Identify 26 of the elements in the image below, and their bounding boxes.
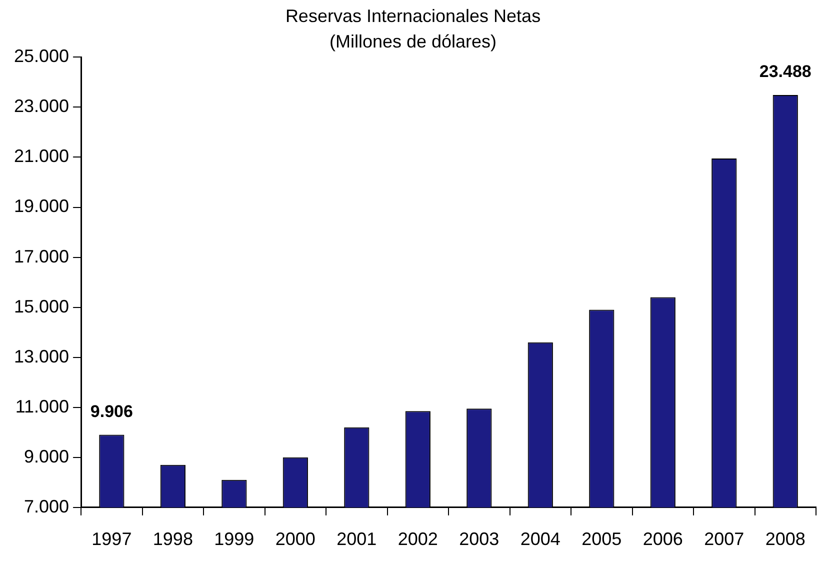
data-label: 9.906 — [90, 402, 133, 421]
x-tick-label: 2008 — [765, 529, 806, 550]
y-tick-label: 25.000 — [14, 46, 70, 66]
x-tick-label: 2003 — [459, 529, 500, 550]
y-tick-label: 17.000 — [14, 246, 70, 266]
data-label: 23.488 — [759, 62, 812, 82]
x-tick-label: 1997 — [92, 529, 132, 550]
x-tick-label: 2005 — [582, 529, 622, 550]
x-tick-label: 2001 — [336, 529, 377, 550]
x-tick-label: 2002 — [398, 529, 438, 550]
x-tick-label: 2007 — [704, 529, 744, 550]
y-tick-label: 19.000 — [14, 196, 70, 216]
chart-subtitle: (Millones de dólares) — [329, 31, 497, 52]
y-tick-label: 13.000 — [14, 346, 70, 366]
y-tick-label: 23.000 — [14, 96, 70, 116]
y-tick-label: 11.000 — [15, 396, 70, 416]
y-tick-label: 21.000 — [14, 146, 70, 166]
y-tick-label: 7.000 — [24, 496, 70, 516]
chart-title: Reservas Internacionales Netas — [285, 6, 541, 26]
x-tick-label: 1998 — [152, 529, 193, 550]
x-tick-label: 1999 — [214, 529, 254, 550]
x-tick-label: 2004 — [520, 529, 560, 550]
y-tick-label: 9.000 — [24, 446, 70, 466]
x-tick-label: 2000 — [275, 529, 316, 550]
x-tick-label: 2006 — [642, 529, 683, 550]
y-tick-label: 15.000 — [14, 296, 70, 316]
